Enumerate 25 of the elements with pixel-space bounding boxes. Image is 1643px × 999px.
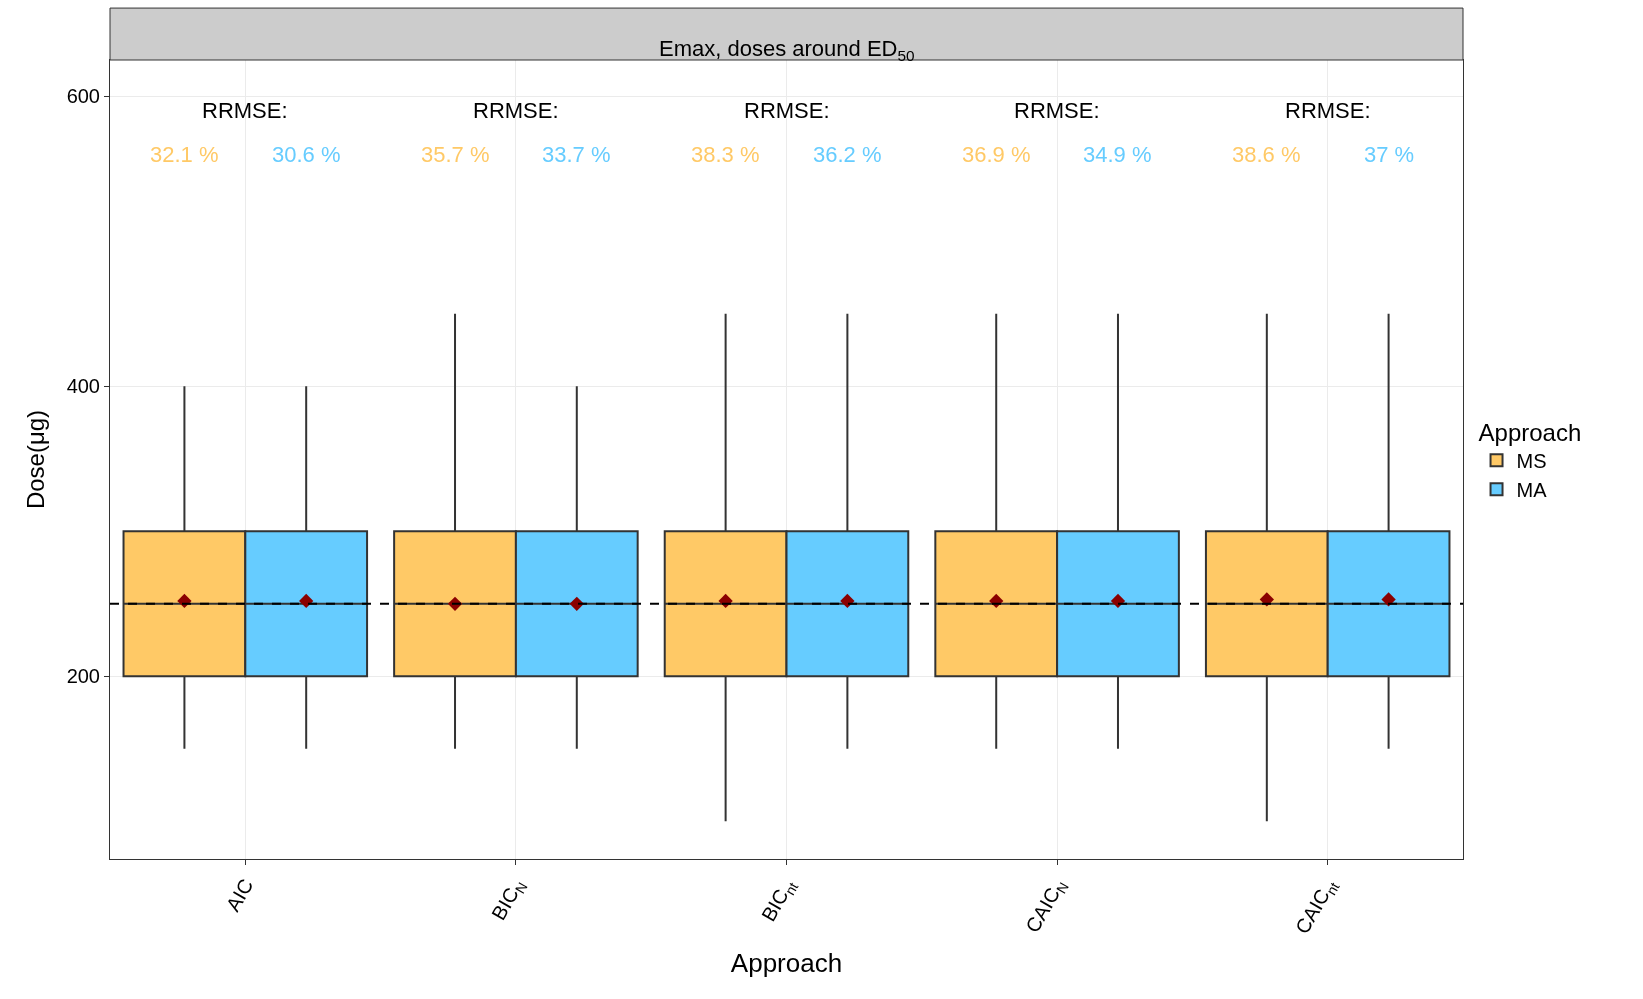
y-axis-title: Dose(μg) [21, 409, 49, 510]
y-tick-label: 200 [66, 665, 100, 688]
legend-label: MA [1516, 479, 1548, 501]
annotation: RRMSE: [473, 98, 559, 123]
y-tick-label: 600 [66, 85, 100, 108]
legend-title: Approach [1478, 418, 1582, 446]
x-tick-label: AIC [221, 875, 258, 915]
annotation: RRMSE: [202, 98, 288, 123]
annotation: 34.9 % [1083, 142, 1152, 167]
annotation: 33.7 % [542, 142, 611, 167]
annotation: 30.6 % [272, 142, 341, 167]
annotation: 36.2 % [813, 142, 882, 167]
chart-title: Emax, doses around ED$_{50}$ [659, 36, 915, 64]
annotation: 38.3 % [691, 142, 760, 167]
annotation: RRMSE: [1285, 98, 1371, 123]
annotation: RRMSE: [744, 98, 830, 123]
annotation: 32.1 % [150, 142, 219, 167]
legend-label: MS [1516, 450, 1547, 472]
x-axis-title: Approach [730, 947, 843, 978]
annotation: RRMSE: [1014, 98, 1100, 123]
annotation: 36.9 % [962, 142, 1031, 167]
annotation: 35.7 % [421, 142, 490, 167]
annotation: 38.6 % [1232, 142, 1301, 167]
annotation: 37 % [1364, 142, 1415, 167]
y-tick-label: 400 [66, 375, 100, 398]
